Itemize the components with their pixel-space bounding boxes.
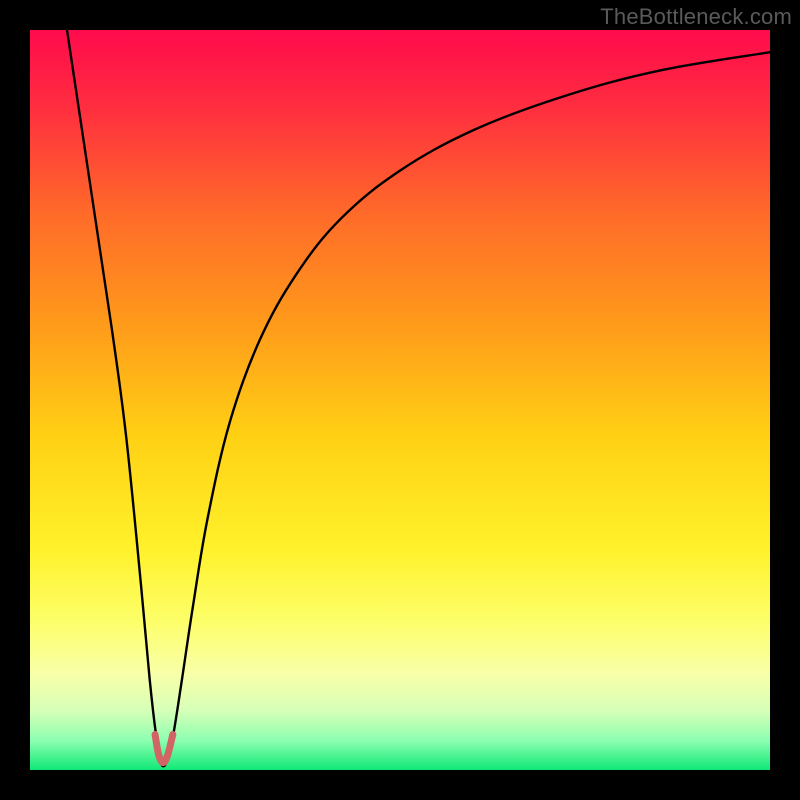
plot-gradient [30,30,770,770]
watermark-text: TheBottleneck.com [600,4,792,30]
chart-container: TheBottleneck.com [0,0,800,800]
bottleneck-chart [0,0,800,800]
